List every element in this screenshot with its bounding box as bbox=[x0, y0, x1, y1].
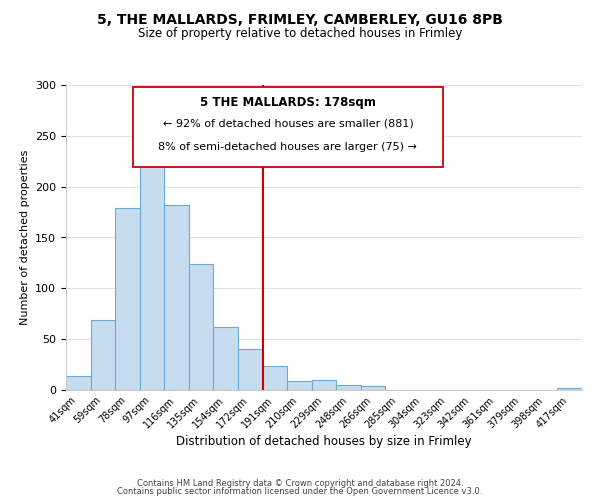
X-axis label: Distribution of detached houses by size in Frimley: Distribution of detached houses by size … bbox=[176, 436, 472, 448]
Text: 8% of semi-detached houses are larger (75) →: 8% of semi-detached houses are larger (7… bbox=[158, 142, 418, 152]
Bar bbox=[557, 388, 582, 390]
Bar bbox=[263, 366, 287, 390]
Bar bbox=[115, 208, 140, 390]
Bar bbox=[140, 139, 164, 390]
Bar bbox=[189, 264, 214, 390]
Text: Size of property relative to detached houses in Frimley: Size of property relative to detached ho… bbox=[138, 28, 462, 40]
Bar bbox=[238, 350, 263, 390]
Bar bbox=[336, 385, 361, 390]
Bar bbox=[66, 376, 91, 390]
Bar bbox=[361, 386, 385, 390]
Text: ← 92% of detached houses are smaller (881): ← 92% of detached houses are smaller (88… bbox=[163, 119, 413, 129]
Y-axis label: Number of detached properties: Number of detached properties bbox=[20, 150, 29, 325]
Bar bbox=[287, 381, 312, 390]
Text: Contains public sector information licensed under the Open Government Licence v3: Contains public sector information licen… bbox=[118, 487, 482, 496]
Text: 5, THE MALLARDS, FRIMLEY, CAMBERLEY, GU16 8PB: 5, THE MALLARDS, FRIMLEY, CAMBERLEY, GU1… bbox=[97, 12, 503, 26]
Text: Contains HM Land Registry data © Crown copyright and database right 2024.: Contains HM Land Registry data © Crown c… bbox=[137, 478, 463, 488]
Bar bbox=[164, 205, 189, 390]
Bar bbox=[214, 327, 238, 390]
Text: 5 THE MALLARDS: 178sqm: 5 THE MALLARDS: 178sqm bbox=[200, 96, 376, 108]
FancyBboxPatch shape bbox=[133, 86, 443, 168]
Bar bbox=[91, 320, 115, 390]
Bar bbox=[312, 380, 336, 390]
